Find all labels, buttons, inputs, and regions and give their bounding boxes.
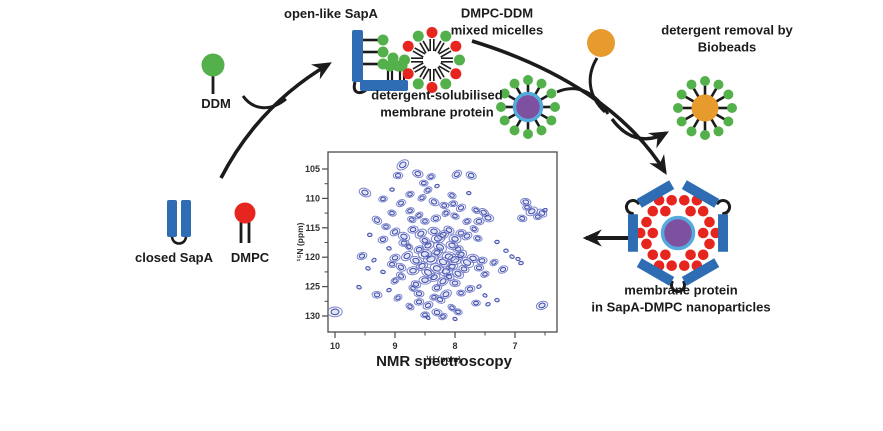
detergent-removal-label: detergent removal by Biobeads	[661, 22, 793, 55]
x-tick-label: 9	[392, 341, 397, 351]
y-tick-label: 125	[305, 282, 320, 292]
nmr-caption: NMR spectroscopy	[376, 352, 512, 370]
nanoparticle-label: membrane protein in SapA-DMPC nanoparticl…	[591, 282, 771, 315]
y-tick-label: 110	[305, 193, 320, 203]
y-axis-title: ¹⁵N (ppm)	[295, 222, 305, 261]
dmpc-ddm-mixed-micelle-icon	[399, 27, 465, 93]
dmpc-lipid-icon	[234, 202, 256, 243]
nmr-spectrum-plot: 10 9 8 7 105 110 115 120 125 130 ¹H (ppm) ¹⁵N (ppm)	[295, 151, 558, 364]
biobead-icon	[587, 29, 615, 57]
x-axis-title: ¹H (ppm)	[426, 354, 461, 364]
dmpc-label: DMPC	[230, 249, 270, 265]
y-tick-label: 115	[305, 223, 320, 233]
closed-sapa-label: closed SapA	[134, 249, 214, 265]
solubilised-protein-label: detergent-solubilised membrane protein	[371, 87, 503, 120]
x-tick-label: 8	[452, 341, 457, 351]
closed-sapa-icon	[167, 200, 191, 245]
ddm-detergent-icon	[201, 53, 225, 94]
arrow-biobead-join-hook	[588, 57, 607, 114]
open-sapa-label: open-like SapA	[284, 5, 378, 21]
ddm-label: DDM	[201, 95, 231, 111]
x-tick-label: 10	[330, 341, 340, 351]
y-tick-label: 130	[305, 311, 320, 321]
y-tick-label: 105	[305, 164, 320, 174]
x-tick-label: 7	[512, 341, 517, 351]
detergent-solubilised-membrane-protein-icon	[496, 75, 560, 139]
arrow-ddm-join-hook	[241, 95, 287, 110]
nmr-peaks	[329, 159, 549, 322]
mixed-micelles-label: DMPC-DDM mixed micelles	[450, 5, 544, 38]
sapa-dmpc-nanoparticle-icon	[624, 180, 732, 293]
biobead-with-detergent-icon	[673, 76, 737, 140]
y-tick-label: 120	[305, 252, 320, 262]
arrow-membrane-protein-join-hook	[556, 87, 610, 115]
arrow-branch-to-biobead-micelle	[610, 117, 669, 149]
